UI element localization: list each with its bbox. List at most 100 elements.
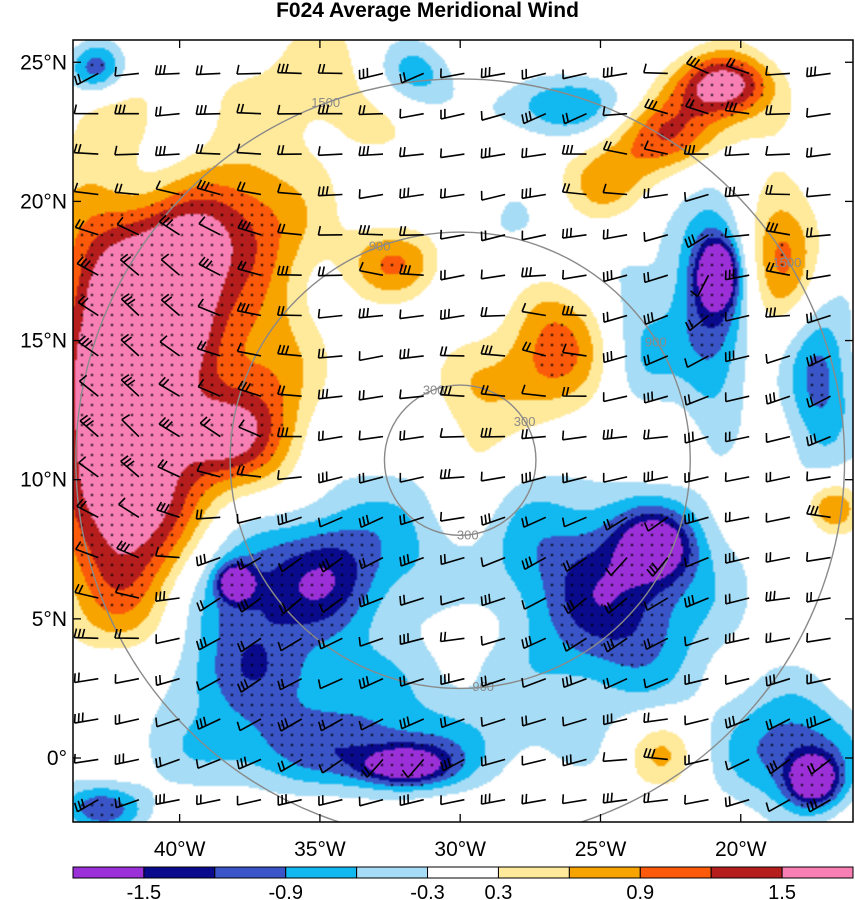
wind-barb <box>114 66 139 77</box>
wind-barb <box>154 64 180 76</box>
colorbar: -1.5 -0.9 -0.3 0.3 0.9 1.5 <box>72 866 854 900</box>
wind-barb <box>521 597 547 610</box>
wind-barb <box>439 385 465 397</box>
wind-barb <box>155 793 180 806</box>
wind-barb <box>561 430 587 441</box>
wind-barb <box>114 104 139 115</box>
wind-barb <box>317 348 343 359</box>
wind-barb <box>440 108 465 120</box>
wind-barb <box>440 595 465 606</box>
wind-barb <box>399 716 425 730</box>
wind-barb <box>116 540 140 559</box>
wind-barb <box>154 546 180 559</box>
wind-barb <box>724 392 750 403</box>
chart-title: F024 Average Meridional Wind <box>276 0 579 22</box>
wind-barb <box>561 343 587 357</box>
wind-barb <box>643 312 669 326</box>
wind-barb <box>724 593 750 605</box>
wind-barb <box>765 184 790 196</box>
x-tick-label: 20°W <box>715 838 767 861</box>
wind-barb <box>195 636 221 651</box>
wind-barb <box>277 513 302 526</box>
colorbar-swatch <box>781 866 854 879</box>
colorbar-swatch <box>427 866 499 879</box>
wind-barb <box>318 556 343 573</box>
wind-barb <box>521 147 546 159</box>
wind-barb <box>602 516 628 531</box>
wind-barb <box>521 302 546 317</box>
wind-barb <box>236 64 262 75</box>
wind-barb <box>195 104 221 116</box>
wind-barb <box>277 470 302 481</box>
wind-barb <box>765 392 791 405</box>
wind-barb <box>236 103 262 115</box>
wind-barb <box>156 501 180 519</box>
wind-barb <box>120 293 140 317</box>
wind-barb <box>724 186 750 198</box>
x-tick-label: 25°W <box>575 838 627 861</box>
wind-barb <box>480 793 506 805</box>
range-ring <box>383 384 537 537</box>
wind-barb <box>439 148 465 159</box>
wind-barb <box>480 717 506 728</box>
wind-barb <box>644 98 669 115</box>
wind-barb <box>439 716 465 729</box>
wind-barb <box>765 718 791 731</box>
wind-barb <box>399 348 424 360</box>
wind-barb <box>480 427 506 438</box>
wind-barb <box>196 179 221 196</box>
wind-barb <box>480 66 506 79</box>
wind-barb <box>114 797 140 809</box>
wind-barb <box>806 66 831 78</box>
colorbar-swatch <box>356 866 429 879</box>
wind-barb <box>643 354 669 367</box>
wind-barb <box>236 718 262 732</box>
colorbar-label: 1.5 <box>768 882 796 900</box>
colorbar-swatch <box>214 866 287 879</box>
wind-barb <box>602 229 628 240</box>
wind-barb <box>114 183 139 196</box>
wind-barb <box>765 432 791 444</box>
range-ring-label: 1500 <box>772 255 801 270</box>
wind-barb <box>401 758 425 779</box>
wind-barb <box>480 635 506 646</box>
wind-barb <box>77 295 99 317</box>
wind-barb <box>317 308 343 319</box>
wind-barb <box>440 229 465 240</box>
wind-barb <box>198 216 221 236</box>
wind-barb <box>765 105 790 116</box>
wind-barb <box>480 110 506 121</box>
wind-barb <box>684 674 709 686</box>
wind-barb <box>643 391 669 404</box>
wind-barb <box>765 799 791 813</box>
range-ring-label: 300 <box>423 383 445 398</box>
colorbar-swatch <box>72 866 145 879</box>
wind-barb <box>684 431 709 444</box>
wind-barb <box>561 305 587 317</box>
wind-barb <box>155 180 180 196</box>
wind-barb <box>358 636 384 647</box>
wind-barb <box>440 757 465 772</box>
colorbar-label: -0.3 <box>410 882 444 900</box>
wind-barb <box>440 795 465 806</box>
wind-barb <box>480 556 506 568</box>
y-tick-label: 10°N <box>20 469 67 492</box>
wind-barb <box>358 472 384 484</box>
wind-barb <box>195 716 221 730</box>
wind-barb <box>603 597 628 614</box>
wind-barb <box>399 389 424 400</box>
wind-barb <box>725 57 750 75</box>
wind-barb <box>196 794 221 806</box>
wind-barb <box>277 223 302 236</box>
wind-barb <box>238 419 262 438</box>
wind-barb <box>318 597 343 613</box>
wind-barb <box>439 346 465 357</box>
wind-barb <box>683 144 709 155</box>
wind-barb <box>399 633 424 646</box>
wind-barb <box>643 748 668 761</box>
wind-barb <box>317 677 343 690</box>
colorbar-swatch <box>639 866 712 879</box>
wind-barb <box>236 181 262 196</box>
wind-barb <box>73 143 99 155</box>
y-tick-label: 20°N <box>20 190 67 213</box>
